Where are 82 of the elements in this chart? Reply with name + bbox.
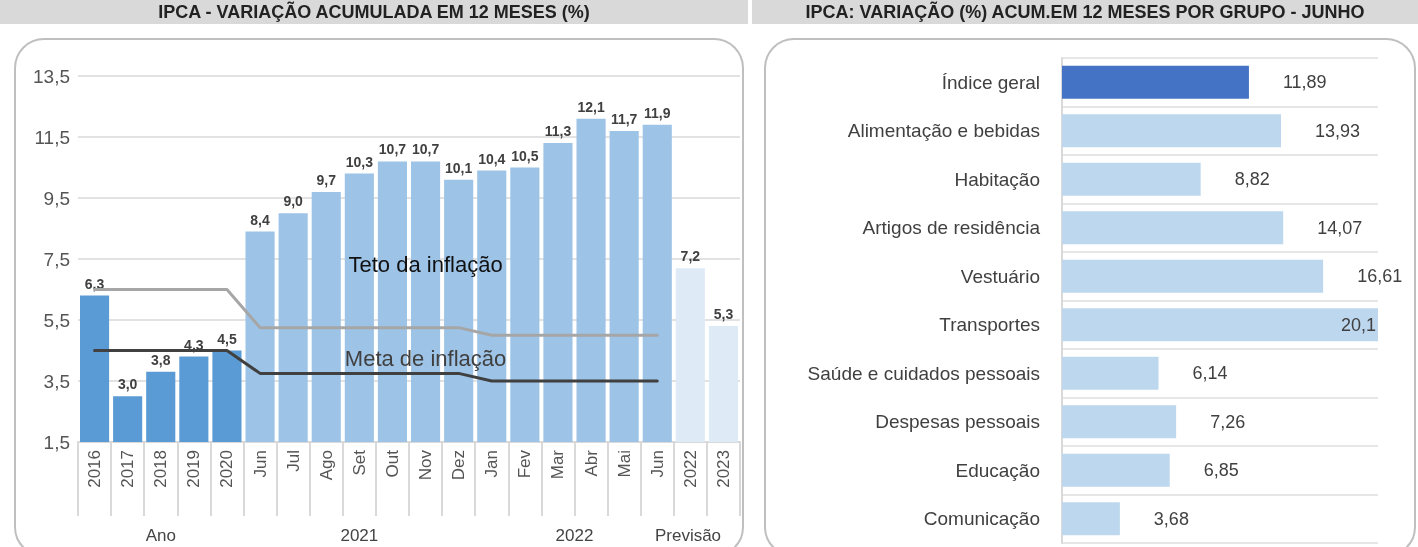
x-tick-label: 2023: [713, 450, 733, 488]
y-tick-label: Despesas pessoais: [875, 411, 1040, 433]
y-tick-label: Artigos de residência: [862, 217, 1041, 239]
data-label: 11,89: [1282, 72, 1327, 93]
data-label: 10,7: [378, 141, 407, 158]
x-tick-label: 2022: [680, 450, 700, 488]
x-tick-label: Dez: [449, 450, 469, 481]
x-tick-label: Ago: [316, 450, 336, 481]
x-tick-label: Mai: [614, 450, 634, 478]
x-tick-label: 2016: [85, 450, 105, 488]
bar: [1062, 405, 1177, 439]
data-label: 14,07: [1317, 217, 1363, 238]
bar: [1062, 162, 1201, 196]
x-tick-label: Jun: [647, 450, 667, 478]
y-tick-label: Saúde e cuidados pessoais: [807, 362, 1040, 384]
data-label: 7,2: [680, 248, 701, 265]
data-label: 8,4: [250, 211, 270, 228]
data-label: 6,85: [1203, 460, 1239, 481]
data-label: 10,7: [411, 141, 440, 158]
bar: [1062, 502, 1120, 536]
bar: [1062, 453, 1170, 487]
x-tick-label: 2019: [184, 450, 204, 488]
y-tick-label: Habitação: [954, 168, 1040, 190]
text: Teto da inflação: [348, 252, 503, 278]
data-label: 7,26: [1210, 411, 1246, 432]
data-label: 10,1: [445, 159, 473, 176]
x-tick-label: Fev: [515, 449, 535, 479]
y-tick-label: 7,5: [43, 248, 70, 270]
data-label: 11,9: [644, 104, 671, 121]
x-tick-label: Jan: [482, 450, 502, 478]
y-tick-label: 13,5: [33, 65, 70, 87]
text: Previsão: [654, 526, 722, 545]
x-tick-label: Jun: [250, 450, 270, 478]
x-tick-label: Out: [382, 449, 402, 478]
bar: [1062, 114, 1281, 148]
data-label: 12,1: [577, 98, 605, 115]
y-tick-label: Índice geral: [941, 71, 1040, 93]
x-tick-label: Mar: [548, 449, 568, 480]
bar: [1062, 211, 1284, 245]
y-tick-label: Alimentação e bebidas: [847, 120, 1040, 142]
text: 2021: [340, 526, 379, 545]
data-label: 11,3: [544, 123, 572, 140]
y-tick-label: 5,5: [43, 309, 70, 331]
chart-title: IPCA: VARIAÇÃO (%) ACUM.EM 12 MESES POR GRUPO - JUNHO: [752, 0, 1418, 24]
data-label: 6,14: [1192, 363, 1228, 384]
y-tick-label: 11,5: [34, 126, 70, 148]
data-label: 10,4: [478, 150, 506, 167]
x-tick-label: Set: [349, 449, 369, 476]
y-tick-label: Transportes: [939, 314, 1040, 336]
data-label: 3,68: [1153, 508, 1189, 529]
y-tick-label: 1,5: [43, 431, 70, 453]
data-label: 8,82: [1234, 169, 1270, 190]
data-label: 16,61: [1357, 266, 1403, 287]
y-tick-label: Comunicação: [923, 508, 1040, 530]
y-tick-label: Vestuário: [960, 265, 1040, 287]
data-label: 13,93: [1315, 120, 1361, 141]
data-label: 3,8: [151, 351, 171, 368]
y-tick-label: Educação: [955, 459, 1040, 481]
x-tick-label: Jul: [283, 450, 303, 472]
data-label: 10,3: [345, 153, 374, 170]
data-label: 11,7: [610, 110, 638, 127]
x-tick-label: 2018: [151, 450, 171, 488]
chart-title: IPCA - VARIAÇÃO ACUMULADA EM 12 MESES (%): [0, 0, 748, 24]
bar: [1062, 65, 1249, 99]
y-tick-label: 9,5: [43, 187, 70, 209]
data-label: 9,0: [283, 193, 304, 210]
x-tick-label: Abr: [581, 449, 601, 477]
text: 2022: [555, 526, 594, 545]
data-label: 9,7: [316, 171, 337, 188]
y-tick-label: 3,5: [43, 370, 70, 392]
x-tick-label: 2017: [118, 450, 138, 488]
x-tick-label: Nov: [416, 449, 436, 481]
bar: [1062, 259, 1324, 293]
bar: [1062, 356, 1159, 390]
data-label: 20,1: [1340, 314, 1376, 335]
data-label: 5,3: [713, 306, 734, 323]
text: Ano: [145, 526, 176, 545]
data-label: 10,5: [511, 147, 539, 164]
x-tick-label: 2020: [217, 450, 237, 488]
data-label: 3,0: [117, 376, 138, 393]
data-label: 4,5: [217, 330, 237, 347]
bar: [1062, 308, 1378, 342]
